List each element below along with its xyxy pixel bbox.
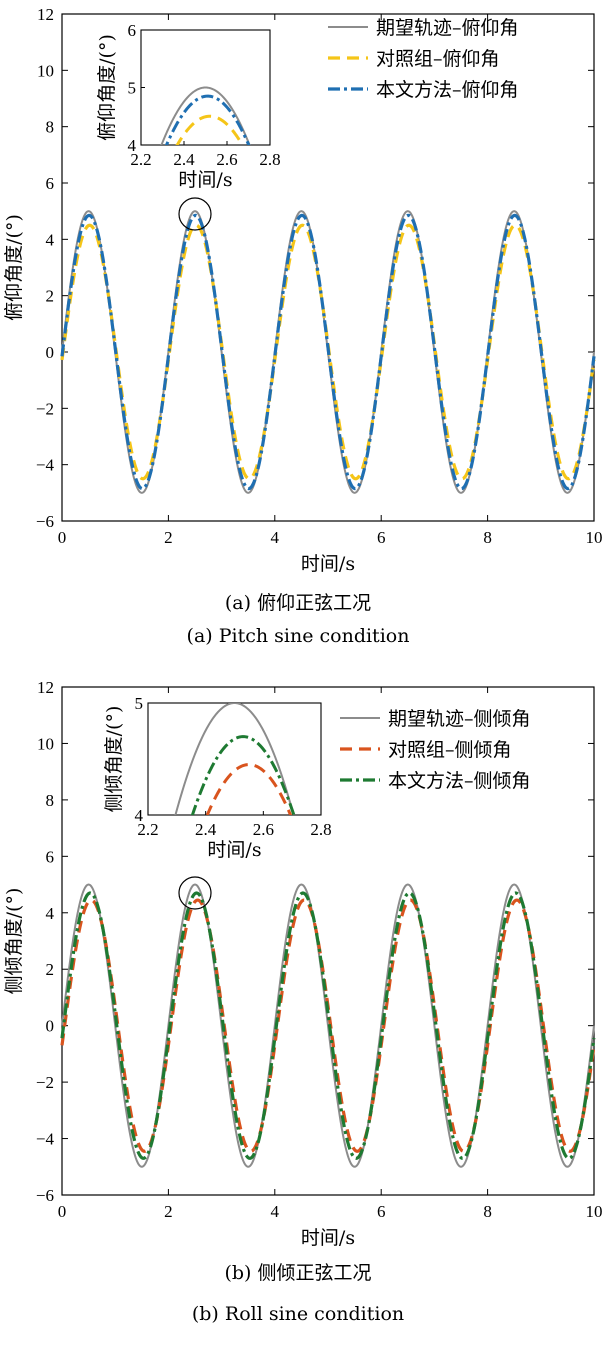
- x-tick-label: 4: [271, 1202, 280, 1221]
- y-axis-label: 俯仰角度/(°): [3, 214, 25, 321]
- plot-frame: [61, 686, 595, 1196]
- x-tick-label: 8: [483, 528, 492, 547]
- inset-series-line-1: [175, 114, 245, 145]
- y-tick-label: −6: [36, 512, 54, 531]
- caption-en: (a) Pitch sine condition: [187, 625, 410, 647]
- caption-en: (b) Roll sine condition: [192, 1303, 404, 1325]
- y-tick-label: 12: [37, 5, 54, 24]
- x-tick-label: 4: [271, 528, 280, 547]
- series-line-2: [60, 891, 596, 1160]
- inset-x-axis-label: 时间/s: [207, 839, 261, 861]
- x-tick-label: 8: [483, 1202, 492, 1221]
- y-tick-label: −4: [36, 456, 55, 475]
- inset-x-tick-label: 2.8: [310, 820, 331, 839]
- x-tick-label: 2: [164, 528, 173, 547]
- plot-frame: [61, 13, 595, 522]
- y-tick-label: 4: [46, 230, 55, 249]
- inset-x-tick-label: 2.2: [130, 150, 151, 169]
- inset-x-tick-label: 2.2: [137, 820, 158, 839]
- y-tick-label: 6: [46, 174, 55, 193]
- legend-label-0: 期望轨迹–俯仰角: [376, 17, 519, 39]
- inset-x-tick-label: 2.4: [195, 820, 217, 839]
- y-tick-label: −2: [36, 1073, 54, 1092]
- y-tick-label: 12: [37, 678, 54, 697]
- y-tick-label: 2: [46, 287, 55, 306]
- caption-cn: (a) 俯仰正弦工况: [225, 592, 371, 614]
- zoom-marker-circle: [178, 876, 212, 910]
- legend-label-1: 对照组–俯仰角: [376, 48, 500, 70]
- inset-y-axis-label: 侧倾角度/(°): [103, 706, 125, 813]
- x-tick-label: 10: [586, 1202, 603, 1221]
- y-tick-label: 0: [46, 1017, 55, 1036]
- inset-x-tick-label: 2.6: [253, 820, 274, 839]
- y-tick-label: 8: [46, 791, 55, 810]
- legend-label-0: 期望轨迹–侧倾角: [388, 708, 531, 730]
- inset-y-tick-label: 6: [128, 21, 137, 40]
- series-line-2: [60, 213, 596, 491]
- y-tick-label: 8: [46, 118, 55, 137]
- x-tick-label: 6: [377, 528, 386, 547]
- inset-x-tick-label: 2.8: [259, 150, 280, 169]
- y-tick-label: −4: [36, 1130, 55, 1149]
- inset-y-axis-label: 俯仰角度/(°): [96, 34, 118, 141]
- y-tick-label: 2: [46, 960, 55, 979]
- x-tick-label: 0: [58, 1202, 67, 1221]
- y-tick-label: 10: [37, 734, 54, 753]
- inset-frame: [147, 702, 322, 816]
- chart-panel-1: 0 2 4 6 8 10 −6 −4 −2 0 2 4 6 8 10 12 时间/s 侧倾角度/(°) 期望轨迹–侧…: [3, 678, 603, 1325]
- inset-series: [174, 703, 296, 815]
- y-tick-label: −2: [36, 399, 54, 418]
- zoom-marker-circle: [178, 197, 212, 231]
- y-axis-label: 侧倾角度/(°): [3, 888, 25, 995]
- y-tick-label: −6: [36, 1186, 54, 1205]
- legend-label-2: 本文方法–俯仰角: [376, 79, 519, 101]
- inset-y-tick-label: 4: [135, 806, 144, 825]
- inset-series: [160, 86, 251, 145]
- x-tick-label: 0: [58, 528, 67, 547]
- inset-x-tick-label: 2.6: [216, 150, 237, 169]
- inset-y-tick-label: 5: [128, 79, 137, 98]
- y-tick-label: 10: [37, 61, 54, 80]
- legend-label-1: 对照组–侧倾角: [388, 739, 512, 761]
- x-axis-label: 时间/s: [301, 1227, 355, 1249]
- inset-series-line-2: [164, 94, 251, 145]
- inset-y-tick-label: 5: [135, 694, 144, 713]
- x-tick-label: 6: [377, 1202, 386, 1221]
- caption-cn: (b) 侧倾正弦工况: [224, 1262, 371, 1284]
- chart-panel-0: 0 2 4 6 8 10 −6 −4 −2 0 2 4 6 8 10 12 时间/s 俯仰角度/(°) 期望轨迹–俯…: [3, 5, 603, 647]
- inset-series-line-2: [190, 735, 296, 815]
- inset-x-tick-label: 2.4: [173, 150, 195, 169]
- inset-x-axis-label: 时间/s: [178, 169, 232, 191]
- y-tick-label: 0: [46, 343, 55, 362]
- x-tick-label: 2: [164, 1202, 173, 1221]
- inset-y-tick-label: 4: [128, 136, 137, 155]
- x-axis-label: 时间/s: [301, 553, 355, 575]
- y-tick-label: 6: [46, 847, 55, 866]
- legend-label-2: 本文方法–侧倾角: [388, 770, 531, 792]
- y-tick-label: 4: [46, 904, 55, 923]
- x-tick-label: 10: [586, 528, 603, 547]
